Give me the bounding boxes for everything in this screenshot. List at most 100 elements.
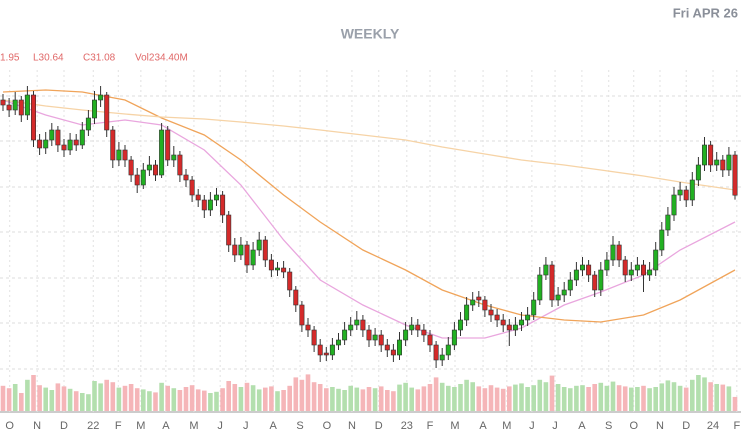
- volume-bar: [647, 388, 652, 411]
- volume-bar: [49, 390, 55, 411]
- candle-body: [348, 324, 354, 331]
- header-volume: Vol234.40M: [135, 53, 188, 64]
- volume-bar: [683, 387, 689, 411]
- candle-body: [329, 344, 335, 356]
- volume-bar: [317, 384, 323, 411]
- volume-bar: [12, 384, 18, 411]
- candle-body: [201, 199, 207, 211]
- header-high: 1.95: [0, 53, 20, 64]
- volume-bar: [726, 386, 732, 411]
- volume-bar: [122, 385, 128, 411]
- volume-bar: [653, 387, 658, 411]
- volume-bar: [690, 379, 695, 411]
- volume-bar: [61, 386, 67, 411]
- volume-bar: [214, 391, 219, 411]
- candle-body: [586, 264, 592, 276]
- candle-body: [85, 117, 91, 131]
- volume-bar: [92, 381, 97, 411]
- candle-body: [708, 144, 714, 166]
- volume-bar: [507, 386, 512, 411]
- volume-bar: [6, 388, 12, 411]
- volume-bar: [330, 387, 335, 411]
- volume-bar: [415, 389, 421, 411]
- volume-bar: [19, 393, 24, 411]
- x-tick-label: A: [162, 420, 170, 432]
- volume-bar: [31, 375, 36, 411]
- volume-bar: [250, 385, 256, 411]
- volume-bar: [574, 385, 579, 411]
- x-tick-label: 23: [401, 420, 413, 432]
- candle-body: [732, 154, 738, 196]
- chart-title: WEEKLY: [341, 26, 400, 42]
- candle-body: [134, 174, 140, 186]
- candle-body: [122, 149, 128, 161]
- candle-body: [403, 329, 409, 341]
- candle-body: [73, 139, 79, 146]
- volume-bar: [275, 391, 280, 411]
- candle-body: [726, 154, 732, 171]
- x-tick-label: F: [115, 420, 122, 432]
- volume-bar: [354, 387, 360, 411]
- candle-body: [640, 264, 646, 276]
- x-tick-label: J: [217, 420, 223, 432]
- volume-bar: [25, 379, 30, 411]
- candle-body: [6, 104, 12, 111]
- candle-body: [159, 129, 165, 176]
- x-tick-label: N: [33, 420, 41, 432]
- volume-bar: [159, 382, 164, 411]
- volume-bar: [263, 387, 268, 411]
- candle-body: [226, 214, 232, 246]
- moving-average: [2, 99, 736, 191]
- x-tick-label: N: [348, 420, 356, 432]
- candle-body: [445, 344, 451, 356]
- candle-body: [238, 244, 244, 256]
- volume-bar: [568, 388, 573, 411]
- candle-body: [244, 244, 250, 266]
- candle-body: [293, 289, 299, 306]
- candle-body: [604, 259, 610, 271]
- volume-bar: [446, 385, 451, 411]
- candle-body: [628, 269, 634, 276]
- candle-body: [153, 164, 159, 176]
- candle-body: [451, 329, 457, 346]
- candle-body: [677, 189, 683, 196]
- volume-bar: [452, 387, 457, 411]
- candle-body: [67, 139, 73, 151]
- x-tick-label: S: [605, 420, 612, 432]
- volume-bar: [409, 387, 414, 411]
- candle-body: [531, 299, 537, 316]
- volume-bar: [549, 375, 555, 411]
- candle-body: [281, 267, 287, 273]
- candle-body: [573, 269, 579, 281]
- candle-body: [427, 334, 433, 346]
- candle-body: [18, 99, 24, 116]
- volume-bar: [208, 393, 213, 411]
- volume-bar: [366, 387, 372, 411]
- candle-body: [360, 319, 366, 331]
- candle-body: [671, 194, 677, 216]
- candle-body: [232, 244, 238, 256]
- volume-bar: [604, 385, 610, 411]
- candle-body: [567, 279, 573, 291]
- volume-bar: [391, 391, 396, 411]
- x-tick-label: J: [529, 420, 535, 432]
- volume-bar: [165, 385, 170, 411]
- candle-body: [396, 339, 402, 356]
- volume-bar: [500, 388, 506, 411]
- candle-body: [311, 329, 317, 346]
- volume-bar: [299, 379, 305, 411]
- candle-body: [464, 304, 470, 321]
- volume-bar: [372, 388, 378, 411]
- candle-body: [299, 304, 305, 326]
- candle-body: [43, 139, 49, 149]
- candle-body: [543, 264, 549, 276]
- volume-bar: [226, 381, 231, 411]
- candle-body: [512, 324, 518, 331]
- x-tick-label: F: [427, 420, 434, 432]
- x-tick-label: M: [189, 420, 198, 432]
- volume-bar: [360, 389, 366, 411]
- volume-bar: [98, 383, 103, 411]
- volume-bar: [720, 384, 726, 411]
- candle-body: [61, 144, 67, 151]
- candle-body: [110, 129, 116, 161]
